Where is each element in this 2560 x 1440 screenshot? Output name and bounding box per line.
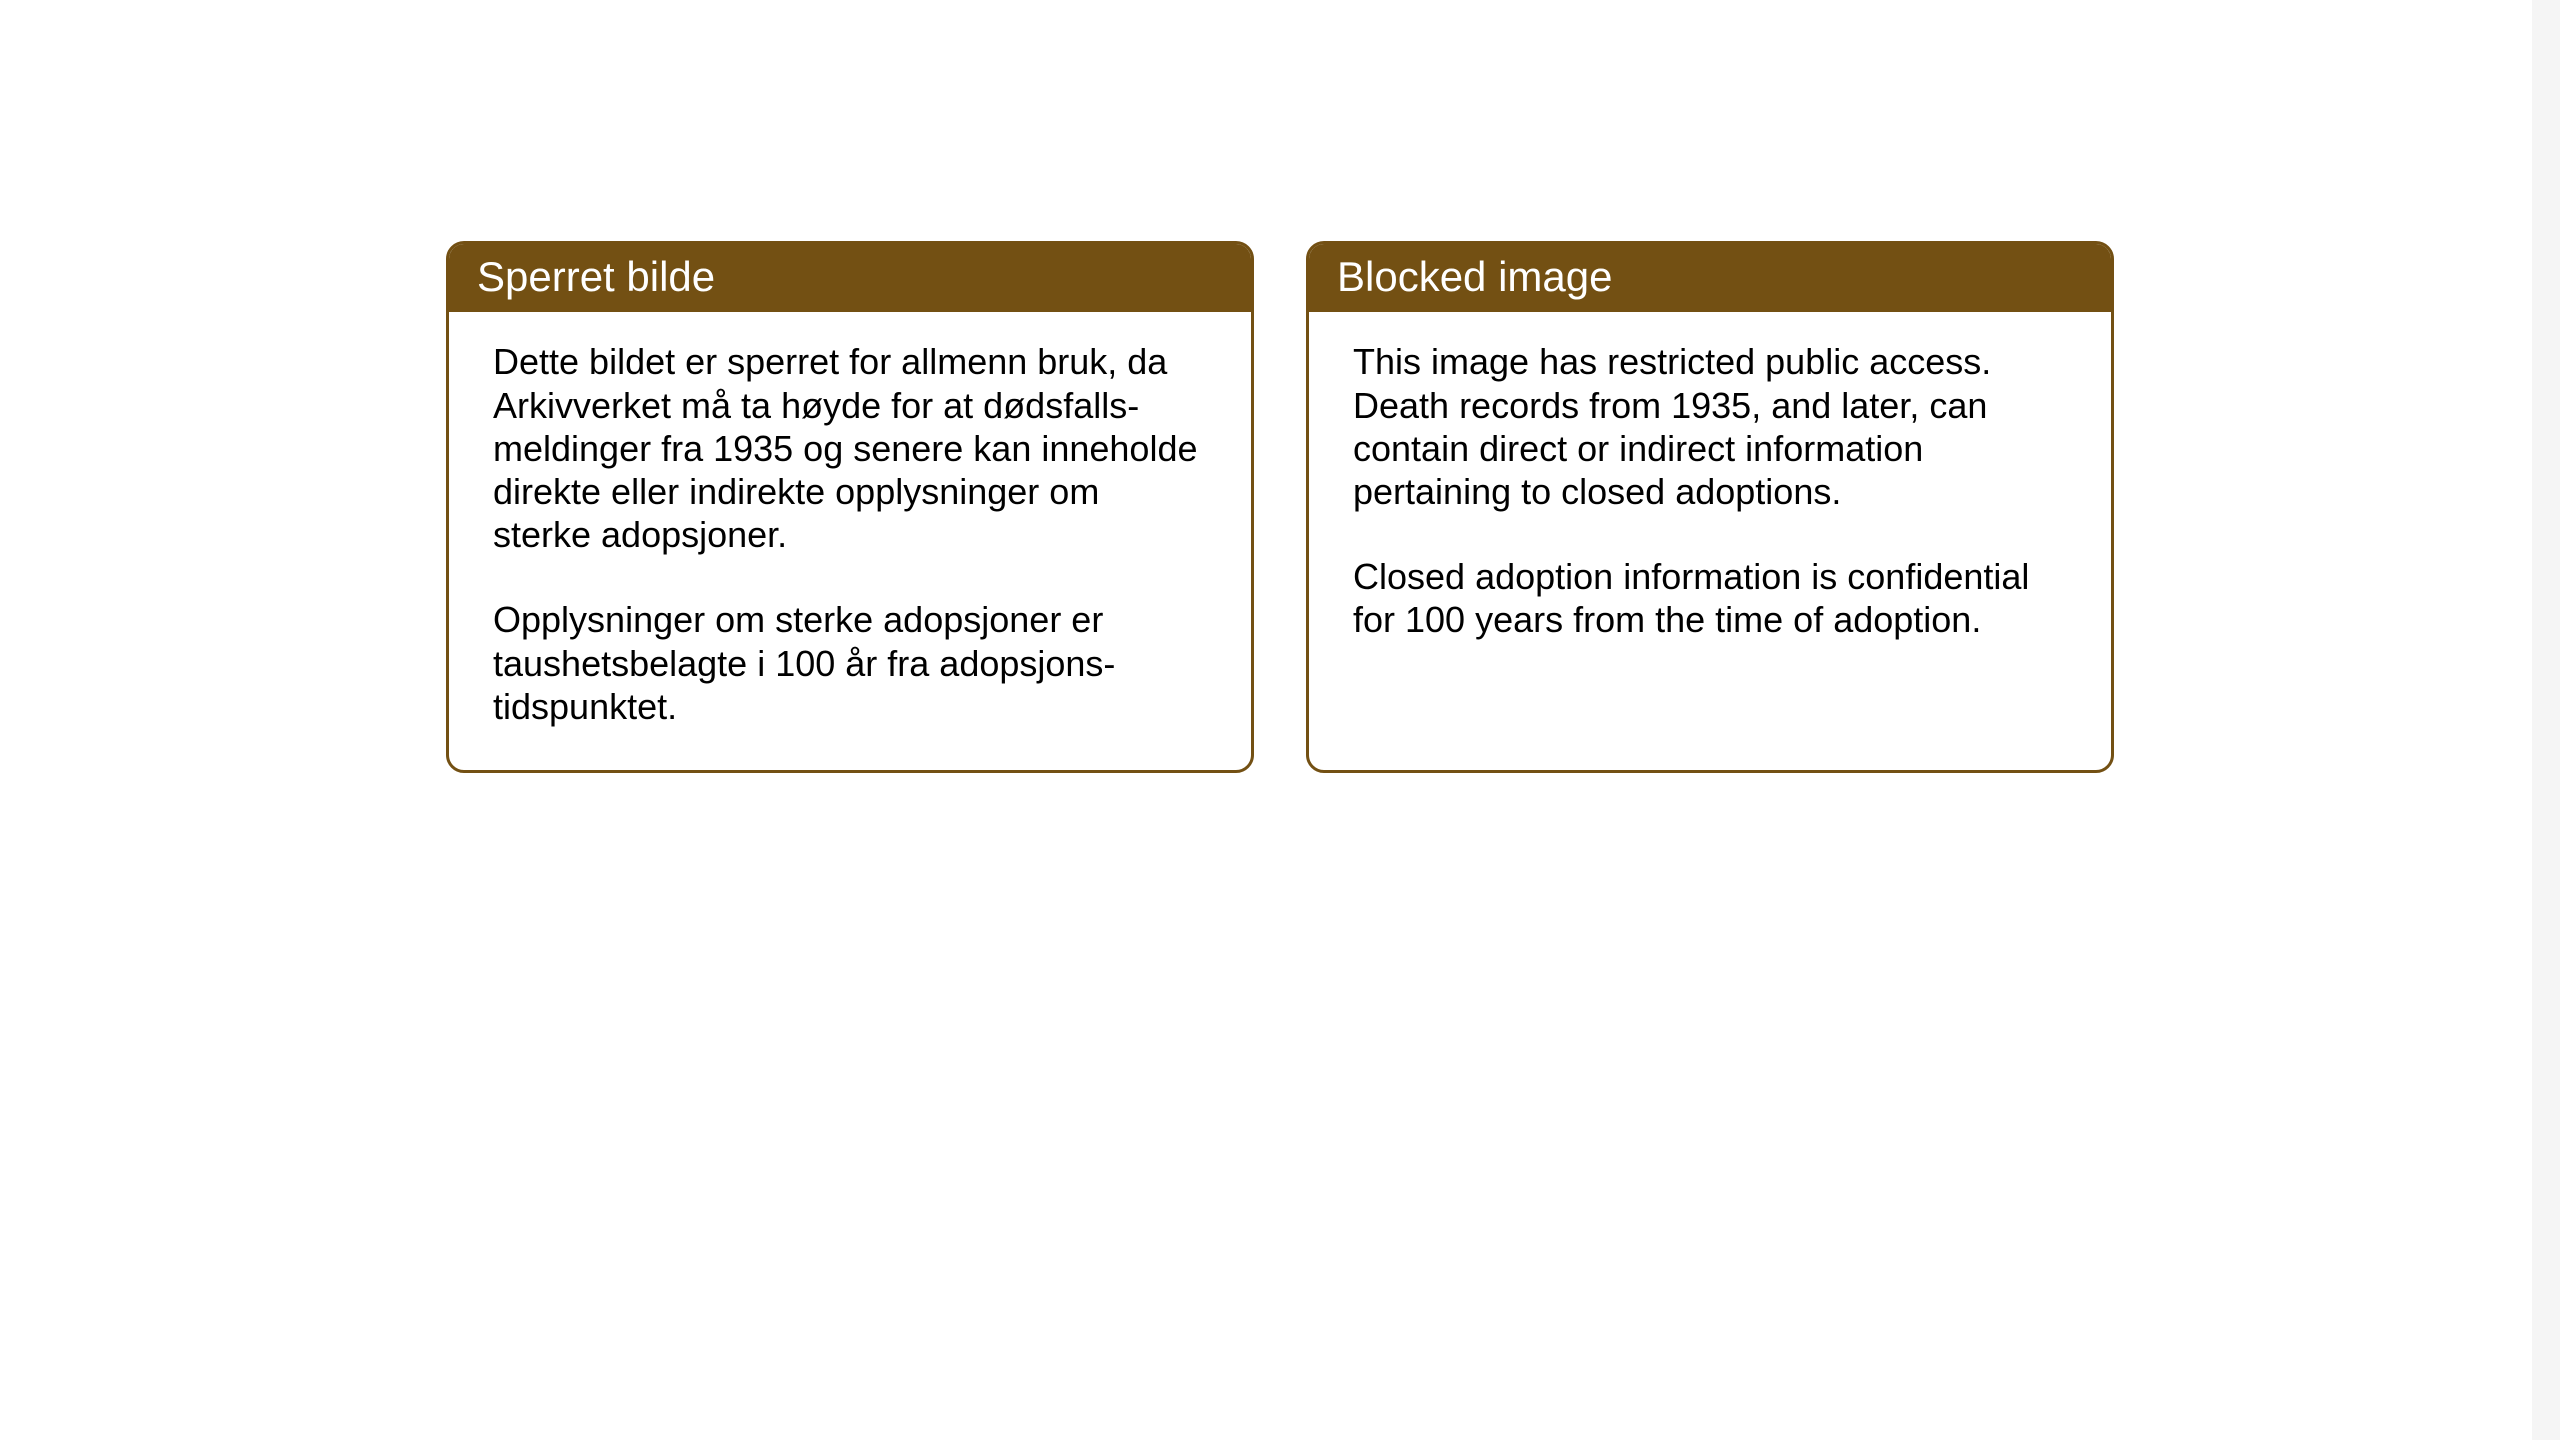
notice-title-norwegian: Sperret bilde	[449, 244, 1251, 312]
notice-body-norwegian: Dette bildet er sperret for allmenn bruk…	[449, 312, 1251, 770]
notice-body-english: This image has restricted public access.…	[1309, 312, 2111, 683]
notice-card-english: Blocked image This image has restricted …	[1306, 241, 2114, 773]
notice-para2-norwegian: Opplysninger om sterke adopsjoner er tau…	[493, 598, 1207, 728]
notice-para1-english: This image has restricted public access.…	[1353, 340, 2067, 513]
notice-card-norwegian: Sperret bilde Dette bildet er sperret fo…	[446, 241, 1254, 773]
notice-para1-norwegian: Dette bildet er sperret for allmenn bruk…	[493, 340, 1207, 556]
scrollbar-track[interactable]	[2532, 0, 2560, 1440]
notice-para2-english: Closed adoption information is confident…	[1353, 555, 2067, 641]
notice-title-english: Blocked image	[1309, 244, 2111, 312]
notice-container: Sperret bilde Dette bildet er sperret fo…	[446, 241, 2114, 773]
